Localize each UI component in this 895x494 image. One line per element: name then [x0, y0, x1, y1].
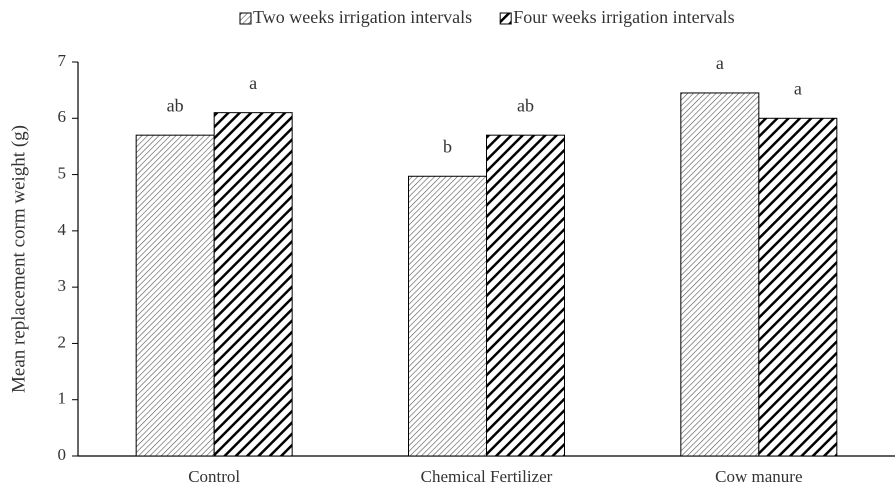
bar: [213, 112, 293, 457]
bar: [408, 175, 487, 457]
y-axis-title: Mean replacement corm weight (g): [8, 125, 29, 393]
bar-annotation: ab: [517, 95, 534, 115]
legend-swatch: [239, 12, 252, 25]
bar: [486, 134, 565, 457]
bar: [135, 134, 215, 457]
y-tick-label: 6: [58, 107, 67, 126]
y-tick-label: 2: [58, 332, 67, 351]
bar-annotation: ab: [167, 95, 184, 115]
y-tick-label: 7: [58, 51, 67, 70]
bar-annotation: a: [794, 78, 802, 98]
legend-label: Four weeks irrigation intervals: [513, 7, 734, 27]
bar-annotation: a: [716, 53, 724, 73]
x-tick-label: Chemical Fertilizer: [421, 467, 553, 486]
bar: [758, 117, 838, 457]
legend-swatch: [499, 12, 512, 25]
legend-label: Two weeks irrigation intervals: [253, 7, 472, 27]
y-tick-label: 4: [58, 220, 67, 239]
bar-annotation: b: [443, 136, 452, 156]
y-tick-label: 0: [58, 445, 67, 464]
x-tick-label: Cow manure: [715, 467, 802, 486]
y-tick-label: 1: [58, 389, 67, 408]
x-tick-label: Control: [188, 467, 240, 486]
y-tick-label: 5: [58, 163, 67, 182]
y-tick-label: 3: [58, 276, 67, 295]
bar: [680, 92, 760, 457]
bar-annotation: a: [249, 73, 257, 93]
